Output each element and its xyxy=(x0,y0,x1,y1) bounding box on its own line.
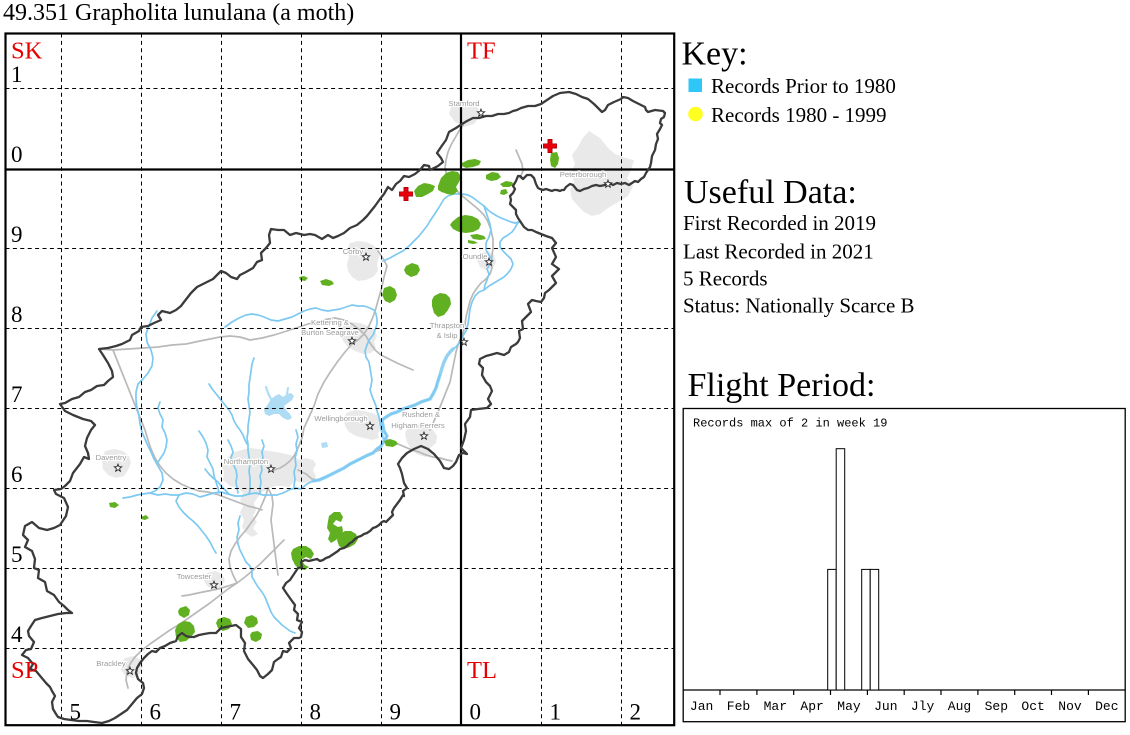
svg-text:Towcester: Towcester xyxy=(177,572,212,581)
svg-text:Northampton: Northampton xyxy=(224,457,268,466)
svg-text:8: 8 xyxy=(11,302,23,327)
svg-text:TL: TL xyxy=(467,657,497,684)
svg-text:Burton Seagrave: Burton Seagrave xyxy=(301,328,359,337)
svg-text:8: 8 xyxy=(310,700,322,725)
svg-text:Corby: Corby xyxy=(343,247,364,256)
svg-text:5: 5 xyxy=(11,542,23,567)
svg-text:1: 1 xyxy=(11,62,23,87)
svg-text:7: 7 xyxy=(11,382,23,407)
svg-text:9: 9 xyxy=(390,700,402,725)
svg-text:Status: Nationally Scarce B: Status: Nationally Scarce B xyxy=(683,294,915,318)
svg-text:Mar: Mar xyxy=(764,699,787,714)
svg-text:Dec: Dec xyxy=(1095,699,1118,714)
svg-text:Jan: Jan xyxy=(690,699,713,714)
svg-text:& Islip: & Islip xyxy=(437,331,458,340)
svg-text:Daventry: Daventry xyxy=(96,453,127,462)
svg-text:Jly: Jly xyxy=(911,699,935,714)
svg-text:Thrapston: Thrapston xyxy=(430,321,465,330)
svg-text:Sep: Sep xyxy=(985,699,1008,714)
svg-text:Stamford: Stamford xyxy=(448,99,479,108)
svg-text:Records 1980 - 1999: Records 1980 - 1999 xyxy=(711,103,887,127)
svg-text:TF: TF xyxy=(467,38,496,65)
svg-text:1: 1 xyxy=(550,700,562,725)
svg-text:Jun: Jun xyxy=(874,699,897,714)
svg-text:Nov: Nov xyxy=(1058,699,1082,714)
svg-text:2: 2 xyxy=(630,700,642,725)
svg-text:Apr: Apr xyxy=(800,699,823,714)
svg-text:Oundle: Oundle xyxy=(463,252,488,261)
svg-text:0: 0 xyxy=(470,700,482,725)
svg-text:7: 7 xyxy=(230,700,242,725)
svg-text:Feb: Feb xyxy=(727,699,750,714)
svg-text:5 Records: 5 Records xyxy=(683,267,768,291)
svg-text:Oct: Oct xyxy=(1021,699,1044,714)
svg-text:6: 6 xyxy=(11,462,23,487)
svg-text:SP: SP xyxy=(11,657,38,684)
svg-text:Flight Period:: Flight Period: xyxy=(688,367,876,404)
svg-text:Last Recorded in 2021: Last Recorded in 2021 xyxy=(683,240,874,264)
svg-text:May: May xyxy=(837,699,861,714)
svg-text:9: 9 xyxy=(11,222,23,247)
svg-text:49.351 Grapholita lunulana (a: 49.351 Grapholita lunulana (a moth) xyxy=(3,0,354,26)
svg-text:0: 0 xyxy=(11,142,23,167)
svg-text:Kettering &: Kettering & xyxy=(311,318,349,327)
svg-text:Useful Data:: Useful Data: xyxy=(684,174,857,211)
svg-text:4: 4 xyxy=(11,622,23,647)
svg-text:Key:: Key: xyxy=(682,36,748,73)
svg-text:Aug: Aug xyxy=(948,699,971,714)
svg-text:Rushden &: Rushden & xyxy=(402,410,440,419)
svg-text:Records max of 2 in week 19: Records max of 2 in week 19 xyxy=(693,417,887,431)
svg-text:Wellingborough: Wellingborough xyxy=(314,414,367,423)
svg-text:5: 5 xyxy=(70,700,82,725)
svg-text:Peterborough: Peterborough xyxy=(560,170,607,179)
svg-text:6: 6 xyxy=(150,700,162,725)
svg-text:SK: SK xyxy=(11,38,43,65)
svg-text:Records Prior to 1980: Records Prior to 1980 xyxy=(711,74,896,98)
svg-text:Brackley: Brackley xyxy=(96,659,126,668)
svg-text:First Recorded in 2019: First Recorded in 2019 xyxy=(683,211,876,235)
svg-text:Higham Ferrers: Higham Ferrers xyxy=(391,421,445,430)
